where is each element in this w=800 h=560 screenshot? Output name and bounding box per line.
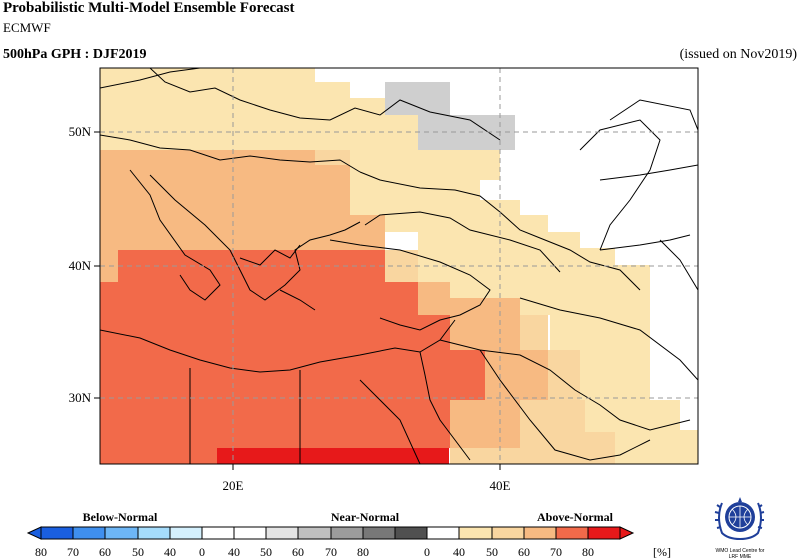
logo-text-line2: LRF MME <box>728 554 752 560</box>
above-60-70-region <box>100 150 385 282</box>
legend-gap-2 <box>426 526 460 540</box>
legend-tick: 50 <box>132 545 144 559</box>
legend-tick: 80 <box>582 545 594 559</box>
forecast-title: Probabilistic Multi-Model Ensemble Forec… <box>3 0 295 16</box>
legend-near-50 <box>265 526 299 540</box>
legend-tick: 40 <box>164 545 176 559</box>
legend-below-70 <box>72 526 106 540</box>
parameter-season: 500hPa GPH : DJF2019 <box>3 47 147 62</box>
legend-above-normal: Above-Normal <box>537 510 613 524</box>
logo-text-line1: WMO Lead Centre for <box>715 548 765 554</box>
legend-tick: 60 <box>518 545 530 559</box>
legend-below-80 <box>40 526 74 540</box>
legend-gap-1 <box>201 526 235 540</box>
legend-unit: [%] <box>653 545 671 559</box>
coastlines <box>100 68 698 464</box>
legend-tick: 0 <box>424 545 430 559</box>
legend-tick: 50 <box>486 545 498 559</box>
legend-tick: 70 <box>325 545 337 559</box>
legend-below-60 <box>104 526 139 540</box>
legend-tick: 40 <box>453 545 465 559</box>
legend-above-70 <box>555 526 589 540</box>
legend-near-70 <box>330 526 364 540</box>
legend-below-arrow <box>26 526 42 540</box>
legend-below-40 <box>169 526 203 540</box>
legend-near-40 <box>233 526 267 540</box>
legend-tick: 80 <box>35 545 47 559</box>
above-70-80-region <box>100 250 485 464</box>
wmo-emblem-icon <box>714 497 765 541</box>
legend-near-80 <box>362 526 396 540</box>
lat-label-50n: 50N <box>68 124 91 139</box>
legend-tick: 70 <box>550 545 562 559</box>
legend-tick: 60 <box>99 545 111 559</box>
legend-near-normal: Near-Normal <box>330 510 400 524</box>
legend-tick: 0 <box>199 545 205 559</box>
legend-below-50 <box>137 526 171 540</box>
wmo-logo: WMO Lead Centre for LRF MME <box>700 493 780 560</box>
legend-near-max <box>394 526 428 540</box>
lon-label-40e: 40E <box>489 478 511 493</box>
legend-above-60 <box>523 526 557 540</box>
above-80-region <box>217 448 449 464</box>
lat-label-40n: 40N <box>68 258 91 273</box>
legend-tick: 60 <box>292 545 304 559</box>
legend-tick: 40 <box>228 545 240 559</box>
legend-above-50 <box>491 526 525 540</box>
legend-above-40 <box>458 526 493 540</box>
legend-near-60 <box>297 526 332 540</box>
legend-tick: 80 <box>357 545 369 559</box>
lon-label-20e: 20E <box>222 478 244 493</box>
legend-tick: 50 <box>260 545 272 559</box>
lat-label-30n: 30N <box>68 390 91 405</box>
legend-above-arrow <box>619 526 635 540</box>
issue-date: (issued on Nov2019) <box>679 47 797 62</box>
axis-ticks <box>94 131 501 470</box>
legend-tick: 70 <box>67 545 79 559</box>
model-name: ECMWF <box>3 20 51 35</box>
legend-below-normal: Below-Normal <box>82 510 158 524</box>
graticule <box>100 68 698 464</box>
legend-above-80 <box>587 526 621 540</box>
